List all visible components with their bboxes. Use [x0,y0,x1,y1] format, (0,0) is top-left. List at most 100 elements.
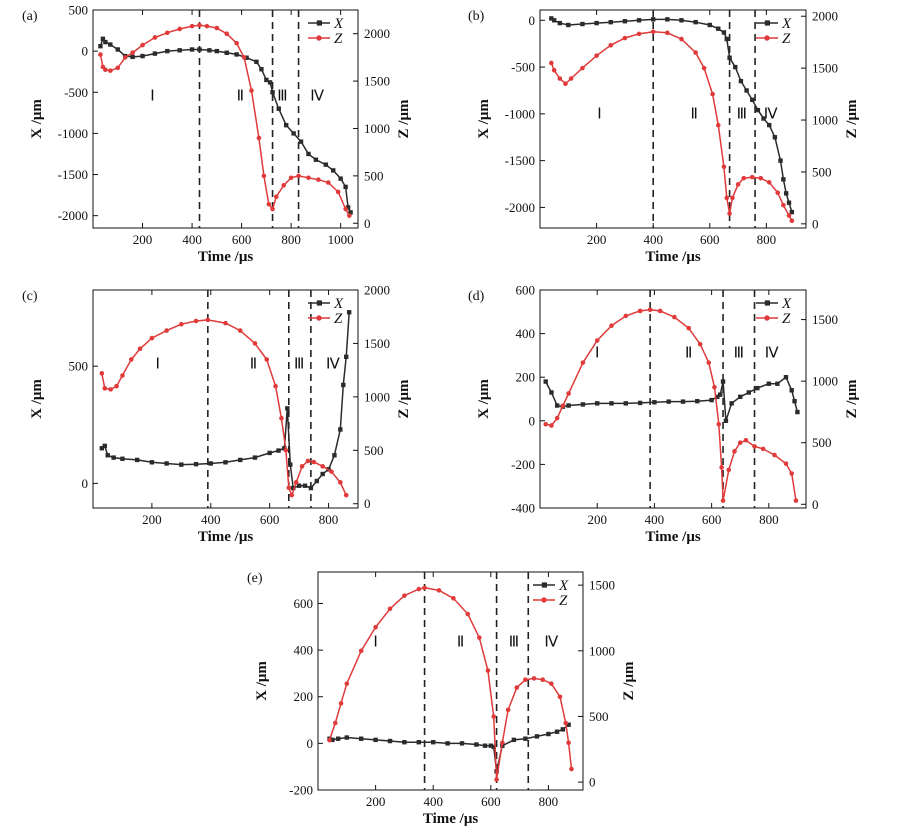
y-right-tick-label: 1500 [364,336,390,351]
series-x-point [270,90,275,95]
series-z-point [566,740,571,746]
legend-label-z: Z [782,31,791,47]
phase-label: Ⅳ [765,346,779,362]
series-x-point [346,310,352,315]
series-x-point [637,400,643,406]
x-tick-label: 200 [133,232,153,247]
series-z-point [727,211,732,216]
series-z-point [436,588,442,593]
series-x-point [650,17,656,22]
series-x-point [120,456,125,461]
series-z-point [568,76,574,81]
series-x-point [306,151,311,157]
series-x-point [693,19,698,25]
series-z-point [402,593,407,598]
series-x-point [750,97,755,103]
series-z-point [719,465,724,470]
series-x-point [343,184,348,190]
series-x-point [680,399,686,404]
series-x-point [291,131,296,136]
series-z-point [743,437,749,443]
x-tick-label: 200 [587,232,607,247]
series-z-point [325,180,331,185]
series-z-point [115,65,121,71]
series-x-point [149,460,155,465]
series-z-point [120,373,125,378]
series-x-point [721,30,727,35]
panel-label: (d) [468,289,485,304]
series-z-point [608,42,614,48]
legend-label-x: X [333,296,344,312]
y-left-tick-label: 0 [529,413,536,428]
phase-label: Ⅳ [310,88,324,104]
series-x-point [729,401,734,406]
panel-label: (e) [247,571,263,586]
series-x-point [283,122,289,128]
series-x-point [459,741,465,746]
legend-marker-z [316,35,322,41]
panel-label: (b) [468,9,485,24]
x-tick-label: 800 [539,794,559,809]
series-x-point [595,401,600,406]
y-left-tick-label: 600 [294,596,314,611]
series-z-point [594,53,599,58]
series-x-point [665,17,670,22]
series-x-point [348,210,353,215]
series-z-point [249,88,254,93]
series-x-point [580,21,585,27]
series-z-point [387,606,393,612]
series-x-point [115,47,120,52]
y-right-tick-label: 500 [812,164,832,179]
y-right-tick-label: 2000 [812,9,838,24]
x-tick-label: 200 [587,512,607,527]
series-z-point [623,313,629,319]
y-right-tick-label: 1500 [812,61,838,76]
series-x-point [775,381,780,386]
series-z-point [786,213,792,218]
series-x-point [523,736,528,741]
series-z-point [793,498,799,503]
series-x-point [164,461,169,466]
series-x-point [238,457,243,463]
series-z-point [657,308,663,314]
series-x-point [781,177,786,182]
y-left-tick-label: 500 [69,3,89,18]
x-tick-label: 800 [319,512,339,527]
series-z-point [140,42,145,48]
series-x-point [695,398,700,404]
series-z-point [712,384,717,390]
legend-label-z: Z [559,593,568,609]
series-x-point [302,483,308,488]
y-right-axis-label: Z /μm [844,379,860,418]
y-right-tick-label: 2000 [364,26,390,41]
x-tick-label: 400 [182,232,202,247]
series-x-point [715,394,720,400]
series-x-point [208,461,213,466]
y-right-axis-label: Z /μm [621,661,637,700]
series-z-point [789,471,794,476]
series-z-point [98,52,103,57]
y-left-tick-label: -200 [511,457,535,472]
series-z-point [749,174,755,180]
series-x-point [296,483,302,488]
series-z-point [320,464,325,469]
series-z-point [636,31,642,37]
series-x-point [140,53,145,59]
y-left-tick-label: -400 [511,501,535,516]
series-z-point [726,467,732,473]
series-z-point [557,76,563,81]
x-tick-label: 600 [702,512,722,527]
series-x-point [224,50,229,55]
y-right-tick-label: 1500 [364,74,390,89]
panel-d: (d) 200 400 600 800 -400 -200 0 200 400 600 0 500 100… [468,283,860,546]
phase-label: Ⅱ [250,357,257,373]
phase-label: Ⅳ [764,107,778,123]
x-tick-label: 800 [759,512,779,527]
series-x-line [99,37,352,213]
series-x-point [727,55,732,60]
legend-marker-x [316,20,322,26]
series-x-point [755,385,760,391]
series-z-point [551,67,557,73]
series-z-point [224,31,230,36]
series-x-point [344,354,349,360]
